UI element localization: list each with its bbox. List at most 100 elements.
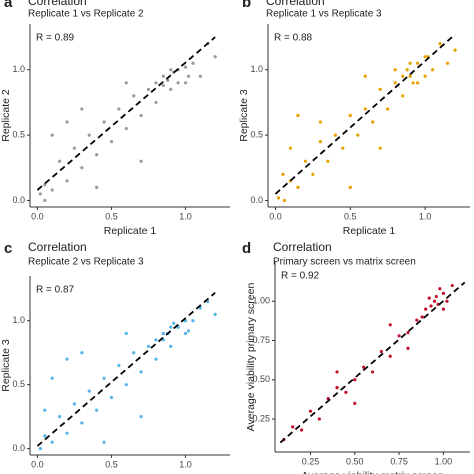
point — [397, 334, 401, 338]
y-axis-title: Replicate 3 — [0, 339, 12, 392]
point — [80, 107, 84, 111]
x-tick-label: 0.0 — [31, 211, 44, 221]
point — [318, 120, 322, 124]
point — [341, 146, 345, 150]
trend-line — [274, 33, 456, 195]
point — [169, 325, 173, 329]
point — [50, 376, 54, 380]
y-axis-title: Average viability primary screen — [245, 283, 257, 432]
point — [169, 68, 173, 72]
point — [95, 185, 99, 189]
point — [281, 172, 285, 176]
y-tick-label: 0.5 — [12, 129, 25, 139]
point — [445, 299, 449, 303]
point — [124, 81, 128, 85]
point — [411, 81, 415, 85]
panel-subtitle: Primary screen vs matrix screen — [273, 257, 416, 268]
point — [80, 421, 84, 425]
y-tick-label: 1.00 — [252, 296, 270, 306]
point — [333, 133, 337, 137]
point — [344, 390, 348, 394]
point — [335, 386, 339, 390]
point — [317, 417, 321, 421]
point — [65, 357, 69, 361]
point — [213, 312, 217, 316]
point — [132, 351, 136, 355]
point — [378, 146, 382, 150]
point — [191, 319, 195, 323]
point — [441, 307, 446, 311]
point — [161, 74, 165, 78]
panel-subtitle: Replicate 2 vs Replicate 3 — [28, 257, 144, 268]
point — [362, 365, 366, 369]
point — [161, 83, 165, 88]
point — [198, 74, 202, 78]
point — [50, 188, 54, 192]
point — [450, 283, 454, 288]
y-tick-label: 0.0 — [250, 195, 263, 205]
point — [43, 408, 47, 412]
point — [311, 172, 315, 176]
point — [303, 159, 308, 163]
point — [191, 61, 195, 65]
panel-title: Correlation — [266, 0, 325, 8]
point — [388, 323, 392, 327]
point — [124, 126, 128, 131]
panel: d Correlation Primary screen vs matrix scr… — [242, 240, 470, 474]
point — [363, 107, 367, 111]
y-tick-label: 0.75 — [252, 335, 270, 345]
point — [438, 287, 442, 291]
point — [408, 61, 412, 65]
point — [169, 87, 173, 91]
point — [80, 166, 84, 170]
x-tick-label: 1.00 — [435, 456, 453, 466]
point — [154, 338, 158, 342]
point — [65, 179, 69, 183]
panel: c Correlation Replicate 2 vs Replicate 3 0.… — [0, 240, 230, 474]
point — [43, 434, 47, 438]
point — [161, 331, 165, 336]
x-tick-label: 0.5 — [344, 211, 357, 221]
point — [117, 107, 121, 111]
point — [183, 81, 188, 85]
point — [335, 370, 339, 374]
panel-label: b — [242, 0, 251, 11]
point — [393, 68, 397, 72]
point — [429, 304, 433, 308]
point — [102, 440, 106, 444]
point — [139, 113, 143, 118]
point — [430, 68, 435, 72]
point — [50, 440, 54, 444]
point — [406, 346, 410, 350]
x-axis-title: Replicate 2 — [104, 473, 157, 474]
y-axis-title: Replicate 2 — [0, 89, 12, 142]
point — [296, 185, 300, 189]
point — [379, 349, 383, 354]
panel-label: d — [242, 240, 251, 257]
point — [186, 329, 191, 333]
point — [371, 120, 375, 124]
x-tick-label: 0.25 — [302, 456, 320, 466]
point — [288, 146, 293, 150]
point — [95, 153, 99, 157]
correlation-label: R = 0.88 — [274, 33, 313, 44]
point — [282, 198, 287, 203]
point — [58, 159, 62, 163]
point — [65, 431, 69, 435]
panel-subtitle: Replicate 1 vs Replicate 3 — [266, 9, 382, 20]
point — [423, 55, 427, 59]
point — [427, 296, 431, 300]
y-tick-label: 1.0 — [12, 64, 25, 74]
point — [139, 415, 143, 419]
point — [43, 198, 47, 203]
point — [139, 370, 143, 374]
point — [416, 61, 420, 65]
trend-line — [36, 291, 216, 447]
panel-subtitle: Replicate 1 vs Replicate 2 — [28, 9, 144, 20]
point — [65, 120, 69, 124]
point — [154, 357, 158, 361]
y-tick-label: 0.50 — [252, 374, 270, 384]
trend-line — [279, 281, 466, 444]
